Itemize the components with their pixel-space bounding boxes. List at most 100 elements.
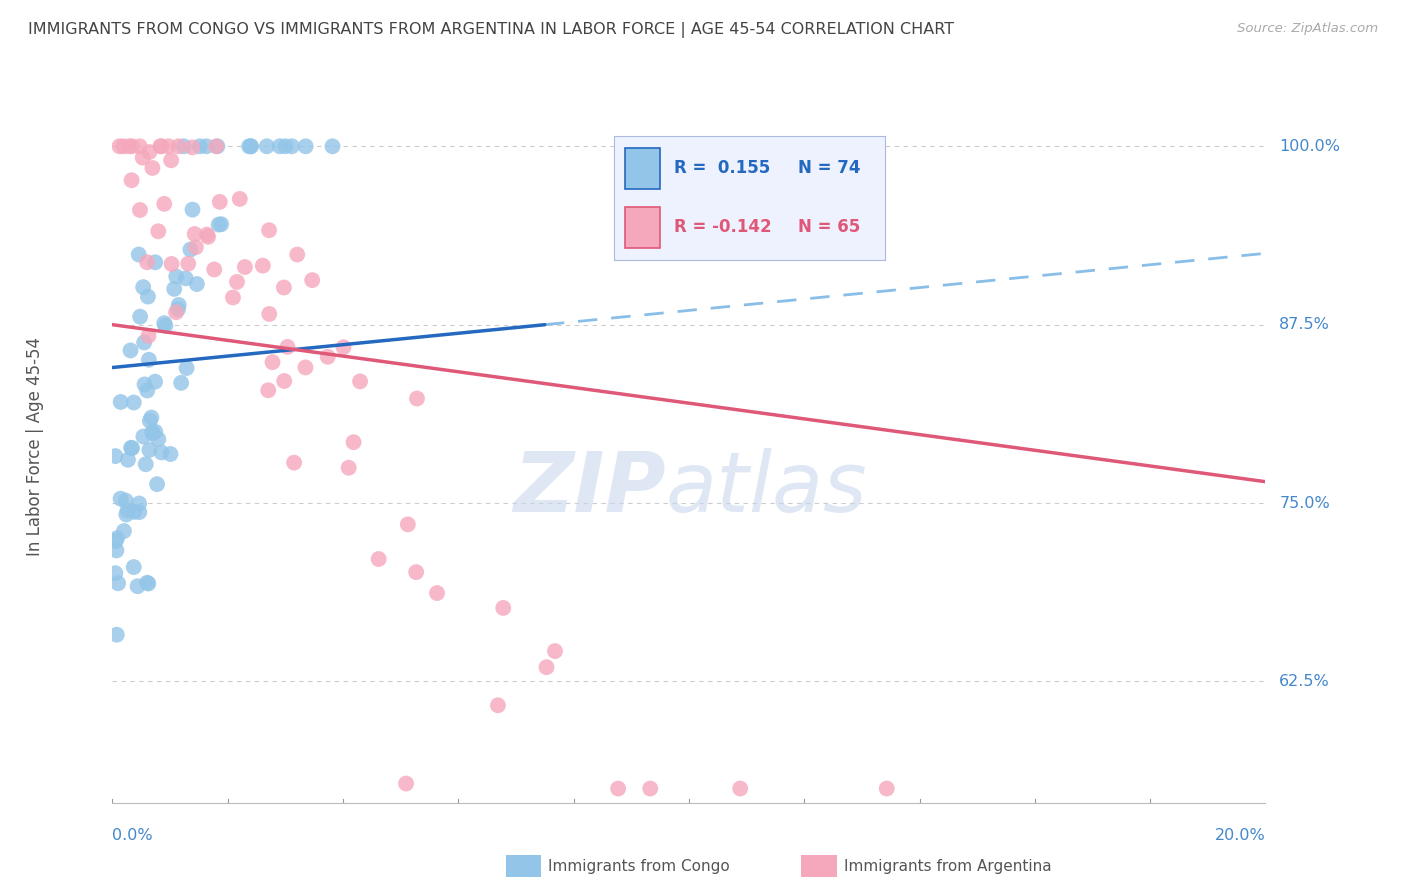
Point xyxy=(167,298,190,312)
Point xyxy=(136,576,159,591)
Point xyxy=(256,139,278,153)
Point xyxy=(396,517,419,532)
Text: 75.0%: 75.0% xyxy=(1279,496,1330,510)
Point xyxy=(294,139,316,153)
Point xyxy=(406,392,429,406)
Point xyxy=(153,316,176,330)
Point xyxy=(332,340,354,354)
Point xyxy=(285,247,308,261)
Point xyxy=(209,217,232,231)
Point xyxy=(143,425,166,439)
Point xyxy=(349,375,371,389)
Point xyxy=(188,139,211,153)
Point xyxy=(395,776,418,790)
Point xyxy=(131,151,153,165)
Point xyxy=(367,552,389,566)
Text: 0.0%: 0.0% xyxy=(112,829,153,844)
Text: 20.0%: 20.0% xyxy=(1215,829,1265,844)
Point xyxy=(405,565,427,579)
Point xyxy=(183,227,205,241)
Point xyxy=(240,139,263,153)
Point xyxy=(186,277,208,291)
Point xyxy=(294,360,316,375)
Point xyxy=(181,140,204,154)
Point xyxy=(238,139,260,153)
Point xyxy=(134,335,156,350)
Point xyxy=(239,139,262,153)
Point xyxy=(426,586,449,600)
Text: 87.5%: 87.5% xyxy=(1279,318,1330,332)
Point xyxy=(257,383,280,397)
Point xyxy=(257,307,280,321)
Text: 100.0%: 100.0% xyxy=(1279,139,1340,153)
Point xyxy=(138,145,160,159)
Point xyxy=(276,340,298,354)
Point xyxy=(153,197,176,211)
Point xyxy=(229,192,252,206)
Point xyxy=(108,139,131,153)
Point xyxy=(149,139,172,153)
Point xyxy=(165,305,187,319)
Point xyxy=(128,496,150,510)
Text: IMMIGRANTS FROM CONGO VS IMMIGRANTS FROM ARGENTINA IN LABOR FORCE | AGE 45-54 CO: IMMIGRANTS FROM CONGO VS IMMIGRANTS FROM… xyxy=(28,22,955,38)
Point xyxy=(150,445,173,459)
Point xyxy=(274,139,297,153)
Point xyxy=(638,781,661,796)
Point xyxy=(136,255,159,269)
Point xyxy=(129,310,152,324)
Point xyxy=(114,493,136,508)
Point xyxy=(105,628,128,642)
Point xyxy=(143,255,166,269)
Text: atlas: atlas xyxy=(666,449,868,529)
Point xyxy=(544,644,567,658)
Point xyxy=(157,139,180,153)
Point xyxy=(104,566,127,581)
Point xyxy=(174,271,197,285)
Point xyxy=(337,460,360,475)
Point xyxy=(115,508,138,522)
Point xyxy=(121,173,143,187)
Point xyxy=(121,139,143,153)
Point xyxy=(128,247,150,261)
Point xyxy=(173,139,195,153)
Point xyxy=(136,290,159,304)
Point xyxy=(207,139,229,153)
Text: 62.5%: 62.5% xyxy=(1279,674,1330,689)
Point xyxy=(167,139,190,153)
Point xyxy=(150,139,173,153)
Text: ZIP: ZIP xyxy=(513,449,666,529)
Point xyxy=(262,355,284,369)
Point xyxy=(110,491,132,506)
Point xyxy=(128,139,150,153)
Point xyxy=(120,343,142,358)
Text: Source: ZipAtlas.com: Source: ZipAtlas.com xyxy=(1237,22,1378,36)
Point xyxy=(141,161,163,175)
Point xyxy=(197,229,219,244)
Point xyxy=(165,269,187,284)
Point xyxy=(120,441,142,455)
Point xyxy=(273,374,295,388)
Point xyxy=(160,257,183,271)
Point xyxy=(143,375,166,389)
Point xyxy=(136,575,159,590)
Point xyxy=(148,432,170,446)
Point xyxy=(486,698,509,713)
Point xyxy=(134,377,156,392)
Point xyxy=(118,139,141,153)
Point xyxy=(226,275,249,289)
Point xyxy=(536,660,558,674)
Point xyxy=(139,414,162,428)
Point xyxy=(170,376,193,390)
Point xyxy=(141,425,163,440)
Point xyxy=(876,781,898,796)
Point xyxy=(176,361,198,376)
Point xyxy=(179,243,201,257)
Point xyxy=(728,781,751,796)
Point xyxy=(104,449,127,463)
Point xyxy=(148,224,170,238)
Point xyxy=(127,579,149,593)
Point xyxy=(342,435,364,450)
Point xyxy=(141,410,163,425)
Point xyxy=(122,560,145,574)
Point xyxy=(269,139,291,153)
